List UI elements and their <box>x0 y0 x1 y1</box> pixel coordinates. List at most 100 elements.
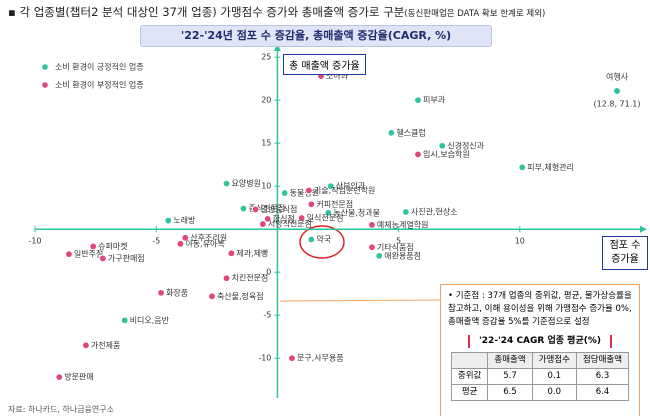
cell: 평균 <box>450 384 489 401</box>
cell: 6.4 <box>575 384 630 401</box>
point <box>264 215 272 223</box>
point <box>387 129 396 137</box>
x-axis-label: 점포 수 증가율 <box>602 236 648 270</box>
point-label: 노래방 <box>173 215 196 225</box>
header-cell <box>450 352 489 369</box>
point-label: 소아과 <box>326 71 349 81</box>
point <box>176 240 185 248</box>
point <box>518 163 526 171</box>
x-tick-label: -10 <box>28 237 41 246</box>
point-label: 가전제품 <box>91 340 120 350</box>
point-label: 동물병원 <box>290 189 319 198</box>
point-label: 화장품 <box>166 287 188 297</box>
point-label: 가구판매점 <box>108 253 145 263</box>
legend-marker <box>41 81 49 89</box>
point <box>99 254 107 263</box>
y-tick-label: 25 <box>261 53 271 62</box>
point <box>402 208 410 216</box>
point <box>251 205 260 214</box>
note-box: • 기준점 : 37개 업종의 중위값, 평균, 물가상승률을 참고하고, 이해… <box>440 284 640 416</box>
cell: 6.3 <box>575 368 630 385</box>
point <box>307 200 316 208</box>
x-tick-label: 10 <box>515 237 525 246</box>
annotation: 여행사 <box>606 72 629 82</box>
point-label: 축산물,정육점 <box>217 291 264 301</box>
header-cell: 점당매출액 <box>575 352 630 369</box>
point-label: 치킨전문점 <box>231 273 268 283</box>
point <box>368 243 376 251</box>
page-title: ▪ 각 업종별(챕터2 분석 대상인 37개 업종) 가맹점수 증가와 총매출액… <box>8 5 546 19</box>
point <box>227 249 236 257</box>
point <box>414 150 422 159</box>
source: 자료: 하나카드, 하나금융연구소 <box>8 405 115 414</box>
y-tick-label: 15 <box>261 139 271 148</box>
callout-line <box>279 299 441 302</box>
point-label: 헬스클럽 <box>396 127 425 137</box>
point-label: 서양식전문점 <box>268 219 312 229</box>
point-label: 방문판매 <box>64 372 93 382</box>
x-axis-arrow <box>640 225 647 233</box>
point-label: 아동,유아복 <box>185 238 224 248</box>
x-tick-label: -5 <box>152 237 160 246</box>
x-tick-label: 5 <box>396 237 401 246</box>
header-cell: 가맹점수 <box>531 352 577 369</box>
cell: 6.5 <box>487 384 533 401</box>
point <box>375 252 383 260</box>
point <box>307 235 316 244</box>
point-label: 비디오,음반 <box>130 316 170 325</box>
point <box>222 179 231 188</box>
point <box>305 186 313 195</box>
legend-label: 소비 환경이 긍정적인 업종 <box>55 62 144 72</box>
point <box>324 209 333 217</box>
y-axis-arrow <box>273 44 281 51</box>
point <box>120 316 129 325</box>
y-tick-label: 20 <box>261 96 271 105</box>
annotation: (12.8, 71.1) <box>594 100 641 109</box>
point-label: 일반주점 <box>74 249 103 259</box>
point-label: 산부인과 <box>336 181 366 191</box>
point-label: 일식전문점 <box>307 213 344 223</box>
point-label: 한식점 <box>273 213 295 223</box>
point <box>297 214 306 222</box>
point <box>181 234 189 242</box>
point <box>368 221 376 229</box>
y-tick-label: 10 <box>261 182 271 191</box>
y-axis-label: 총 매출액 증가율 <box>283 54 366 75</box>
point <box>164 216 173 225</box>
table-title: '22-'24 CAGR 업종 평균(%) <box>468 335 612 348</box>
cell: 0.0 <box>531 384 577 401</box>
cell: 0.1 <box>531 368 577 385</box>
point <box>89 242 97 251</box>
point-label: 약국 <box>316 234 331 244</box>
point-label: 슈퍼마켓 <box>98 241 127 251</box>
y-tick-label: 0 <box>266 268 271 277</box>
point <box>157 289 165 297</box>
title-note: (동신판매업은 DATA 확보 한계로 제외) <box>404 9 546 19</box>
point-label: 예체능계열학원 <box>377 219 429 229</box>
point <box>259 220 267 228</box>
point-label: 애완용품점 <box>384 250 421 260</box>
header-cell: 총매출액 <box>487 352 533 369</box>
point-label: 기타식품점 <box>377 242 414 252</box>
y-tick-label: -5 <box>263 311 271 320</box>
point <box>65 250 73 258</box>
point-label: 기술,직업훈련학원 <box>314 185 375 195</box>
highlight-circle <box>299 225 345 259</box>
point <box>82 341 90 349</box>
point <box>222 274 231 282</box>
cell: 중위값 <box>450 368 489 385</box>
point-label: 농산물,청과물 <box>333 207 380 217</box>
point <box>327 182 335 190</box>
y-tick-label: -10 <box>258 354 271 363</box>
point-label: 입시,보습학원 <box>423 149 470 159</box>
chart-title: '22-'24년 점포 수 증감율, 총매출액 증감율(CAGR, %) <box>140 25 492 47</box>
point-label: 커피전문점 <box>316 199 353 209</box>
point <box>239 204 248 213</box>
point <box>288 354 296 362</box>
point-label: 중식전문점 <box>248 203 285 213</box>
point-label: 요양병원 <box>231 179 260 188</box>
point-label: 일반음식점 <box>261 204 298 214</box>
point <box>208 292 216 300</box>
